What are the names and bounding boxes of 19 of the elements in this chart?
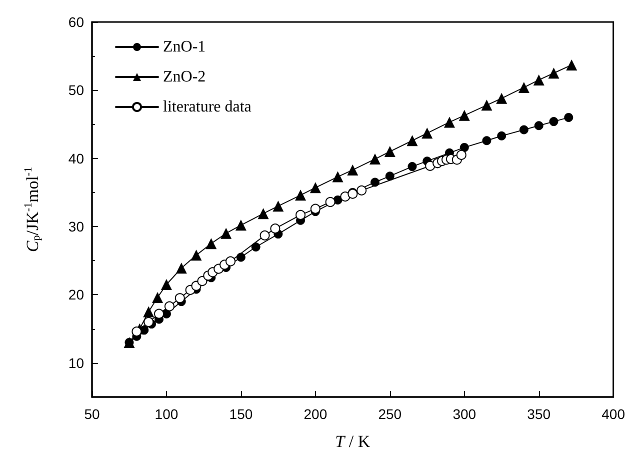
x-tick-label: 100 <box>154 406 178 422</box>
y-tick-label: 20 <box>68 286 84 303</box>
legend-label: ZnO-1 <box>163 38 206 56</box>
x-tick-label: 250 <box>378 406 402 422</box>
x-tick-label: 400 <box>602 406 626 422</box>
x-tick-label: 200 <box>304 406 328 422</box>
x-tick-label: 350 <box>527 406 551 422</box>
y-tick-label: 30 <box>68 218 84 235</box>
y-tick-label: 40 <box>68 150 84 166</box>
y-tick-label: 60 <box>68 14 84 30</box>
x-tick-label: 50 <box>84 406 100 422</box>
y-axis-title: Cp/JK-1mol-1 <box>22 166 42 252</box>
x-tick-label: 300 <box>452 406 476 422</box>
y-tick-label: 50 <box>68 82 84 98</box>
x-tick-label: 150 <box>229 406 253 422</box>
y-tick-label: 10 <box>68 354 84 371</box>
x-axis-title: T / K <box>335 432 371 451</box>
legend-label: ZnO-2 <box>163 68 206 86</box>
legend-label: literature data <box>163 98 252 116</box>
